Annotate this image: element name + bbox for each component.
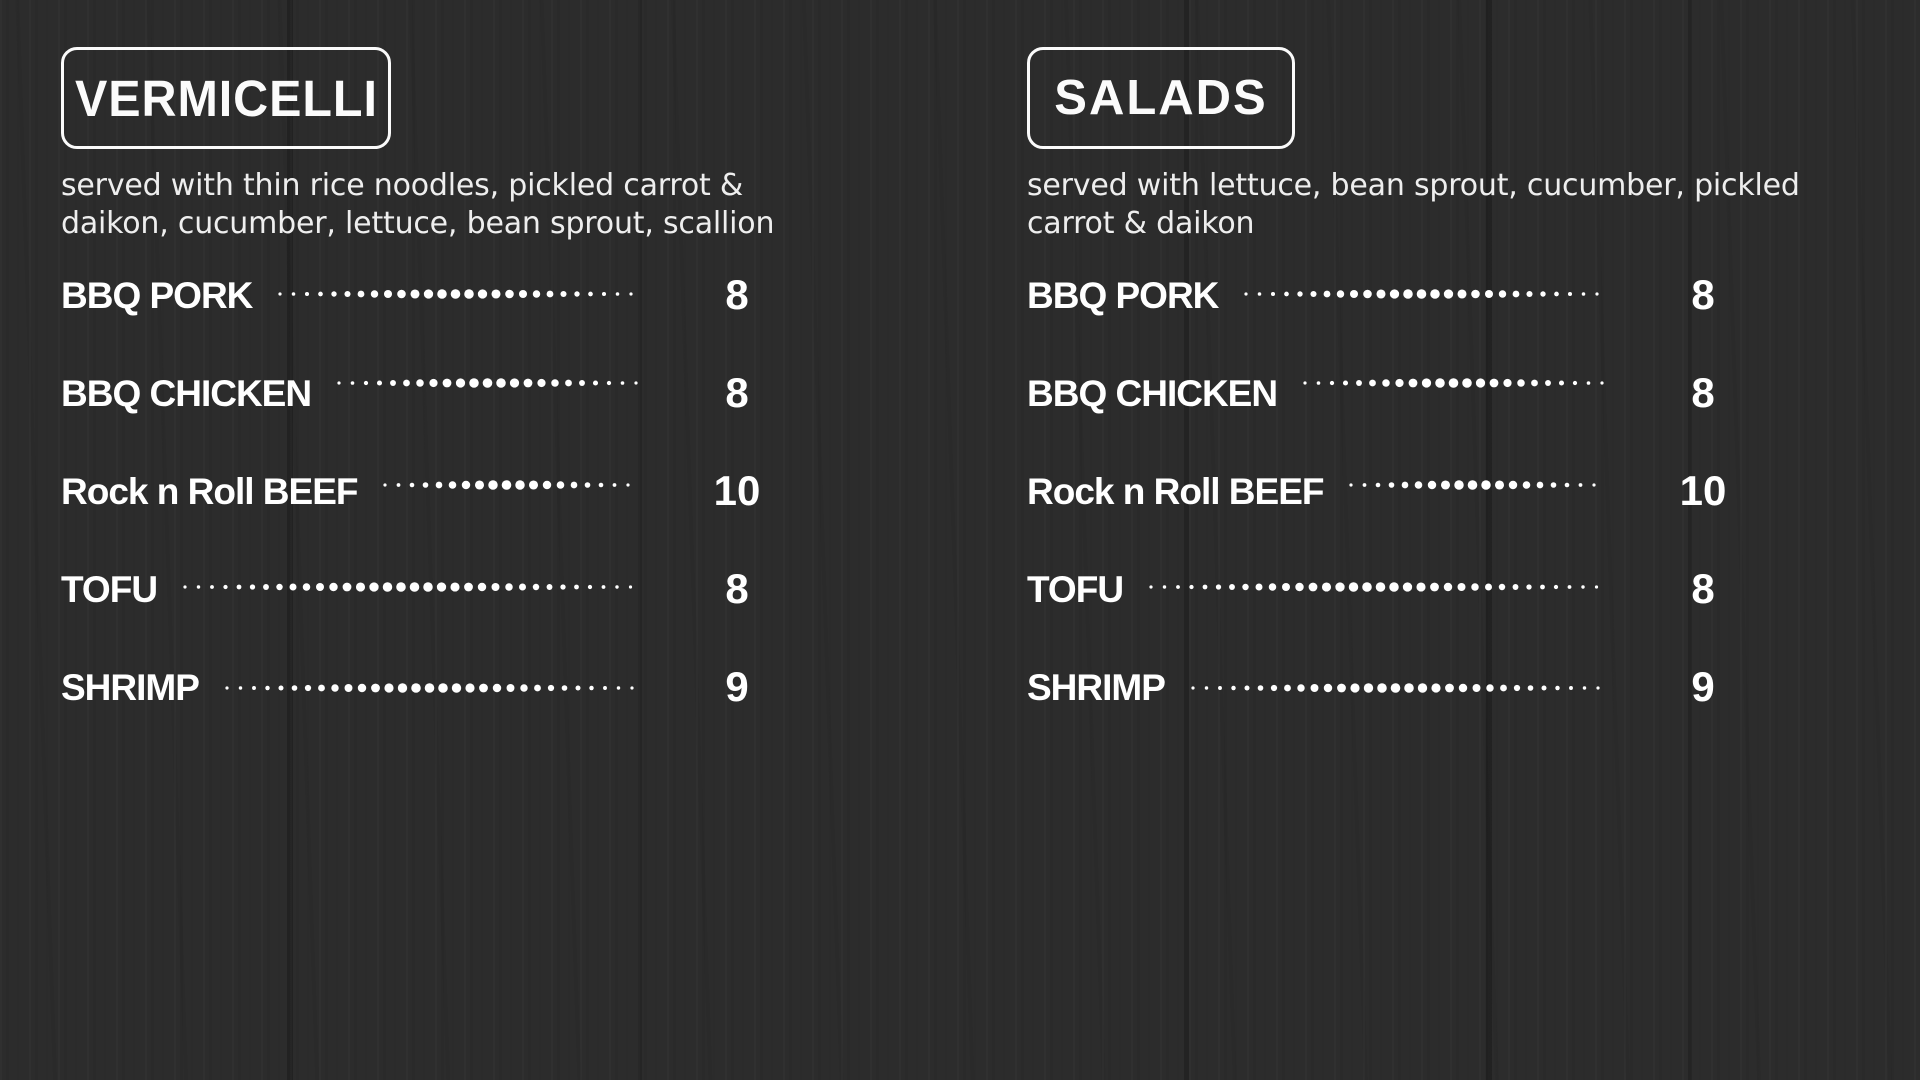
- menu-item-row: SHRIMP 9: [61, 665, 775, 709]
- section-title: VERMICELLI: [74, 69, 378, 127]
- dotted-leader: [1299, 362, 1609, 402]
- dotted-leader: [1145, 566, 1609, 606]
- menu-item-row: SHRIMP 9: [1027, 665, 1741, 709]
- dotted-leader: [221, 667, 643, 707]
- item-list: BBQ PORK 8 BBQ CHICKEN 8 Rock n Roll BEE…: [61, 273, 775, 709]
- dotted-leader: [333, 362, 643, 402]
- item-name: BBQ PORK: [1027, 274, 1219, 316]
- section-salads: SALADS served with lettuce, bean sprout,…: [1027, 47, 1800, 763]
- menu-item-row: BBQ PORK 8: [1027, 273, 1741, 317]
- item-name: TOFU: [1027, 568, 1124, 610]
- item-price: 8: [725, 369, 749, 416]
- menu-item-row: TOFU 8: [1027, 567, 1741, 611]
- dotted-leader: [379, 464, 643, 504]
- menu-item-row: BBQ CHICKEN 8: [1027, 371, 1741, 415]
- menu-item-row: BBQ PORK 8: [61, 273, 775, 317]
- section-vermicelli: VERMICELLI served with thin rice noodles…: [61, 47, 775, 763]
- menu-item-row: Rock n Roll BEEF 10: [1027, 469, 1741, 513]
- dotted-leader: [274, 273, 643, 313]
- section-description: served with thin rice noodles, pickled c…: [61, 168, 775, 241]
- section-description: served with lettuce, bean sprout, cucumb…: [1027, 168, 1800, 241]
- item-price: 8: [1691, 369, 1715, 416]
- item-name: Rock n Roll BEEF: [1027, 470, 1324, 512]
- item-price: 9: [725, 663, 749, 710]
- menu-item-row: Rock n Roll BEEF 10: [61, 469, 775, 513]
- item-price: 8: [725, 271, 749, 318]
- item-price: 9: [1691, 663, 1715, 710]
- item-price: 10: [713, 467, 761, 514]
- dotted-leader: [1240, 273, 1609, 313]
- item-name: SHRIMP: [1027, 666, 1166, 708]
- item-price: 8: [725, 565, 749, 612]
- dotted-leader: [1187, 667, 1609, 707]
- item-name: SHRIMP: [61, 666, 200, 708]
- item-name: BBQ PORK: [61, 274, 253, 316]
- item-name: TOFU: [61, 568, 158, 610]
- item-price: 8: [1691, 271, 1715, 318]
- dotted-leader: [1345, 464, 1609, 504]
- item-price: 8: [1691, 565, 1715, 612]
- menu-item-row: TOFU 8: [61, 567, 775, 611]
- item-name: BBQ CHICKEN: [61, 372, 312, 414]
- section-title-box: SALADS: [1027, 47, 1295, 149]
- dotted-leader: [179, 566, 643, 606]
- item-name: Rock n Roll BEEF: [61, 470, 358, 512]
- item-price: 10: [1679, 467, 1727, 514]
- section-title-box: VERMICELLI: [61, 47, 391, 149]
- menu-item-row: BBQ CHICKEN 8: [61, 371, 775, 415]
- menu-board: VERMICELLI served with thin rice noodles…: [61, 47, 1800, 763]
- section-title: SALADS: [1054, 70, 1268, 125]
- item-name: BBQ CHICKEN: [1027, 372, 1278, 414]
- item-list: BBQ PORK 8 BBQ CHICKEN 8 Rock n Roll BEE…: [1027, 273, 1741, 709]
